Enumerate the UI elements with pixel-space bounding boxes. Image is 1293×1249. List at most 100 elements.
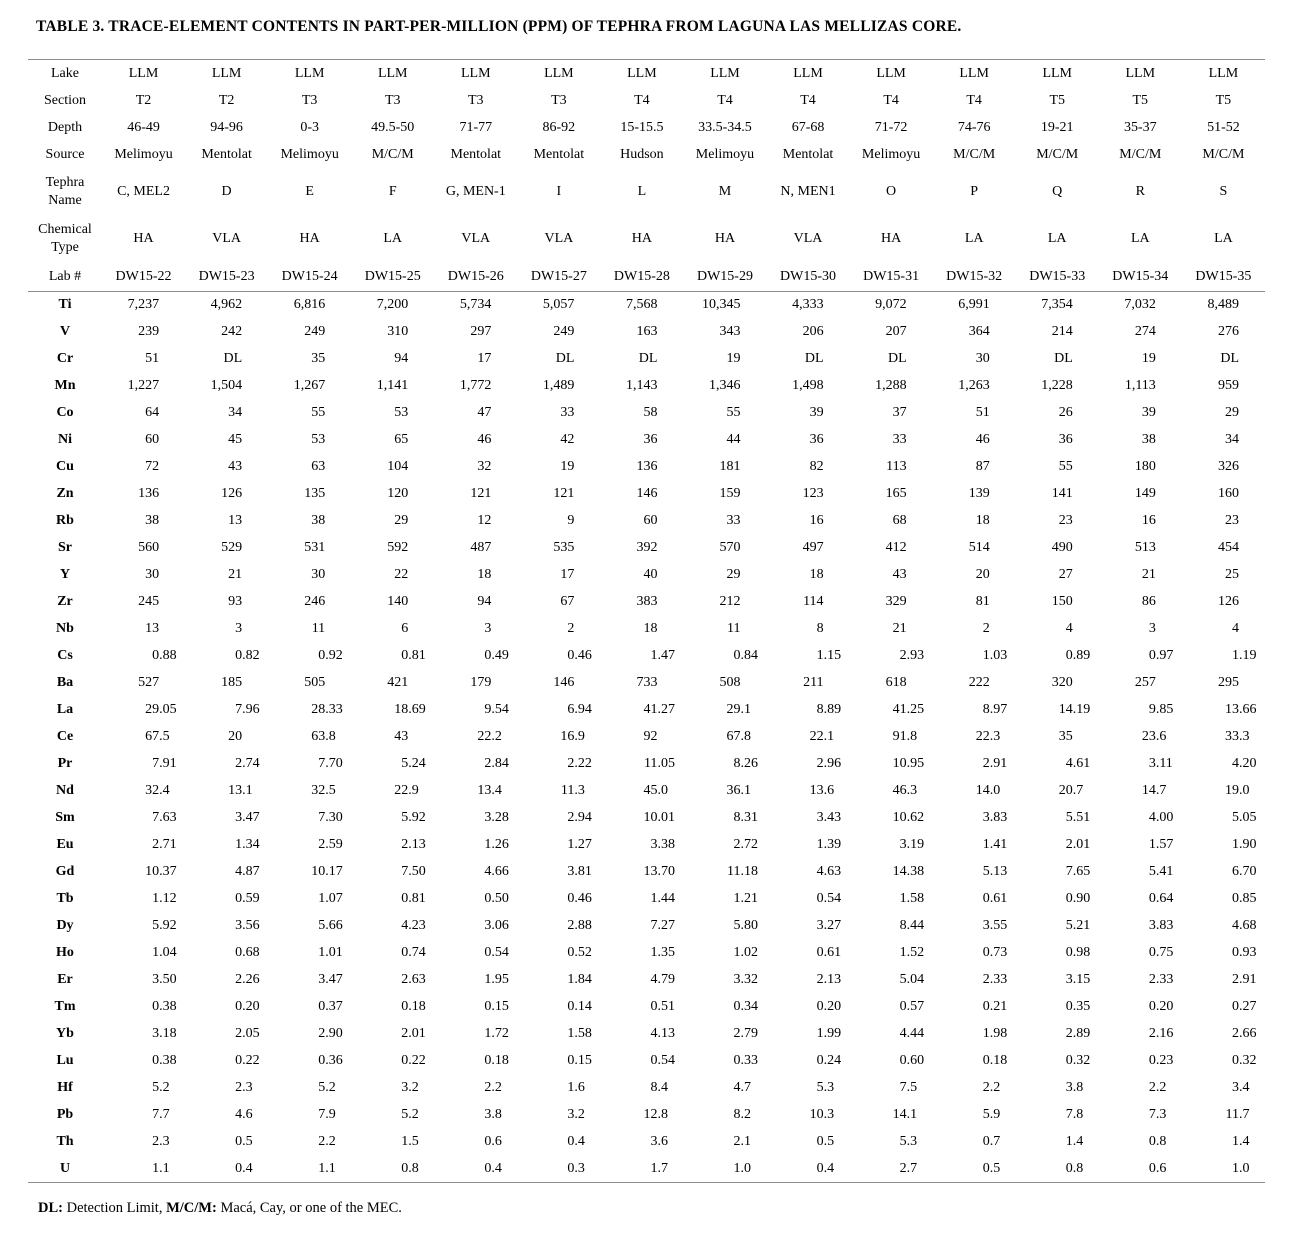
value-cell: 592 xyxy=(351,534,434,561)
value-cell: 120 xyxy=(351,480,434,507)
value-fraction-part: .32 xyxy=(740,971,759,987)
value-integer-part: 123 xyxy=(802,485,824,501)
value-integer-part: 29 xyxy=(726,701,741,717)
value-integer-part: 1 xyxy=(650,890,658,906)
value-cell: 1.4 xyxy=(1182,1128,1265,1155)
value-integer-part: 2 xyxy=(1065,836,1073,852)
value-cell: 0.15 xyxy=(517,1047,600,1074)
value-cell: 47 xyxy=(434,399,517,426)
value-cell: 0.90 xyxy=(1016,885,1099,912)
value-cell: 0.20 xyxy=(185,993,268,1020)
element-label: Tm xyxy=(54,998,76,1014)
value-integer-part: 5 xyxy=(982,863,990,879)
value-integer-part: 7,354 xyxy=(1041,296,1073,312)
value-fraction-part: .3 xyxy=(159,1133,170,1149)
value-integer-part: 1,346 xyxy=(709,377,741,393)
value-cell: 38 xyxy=(102,507,185,534)
value-cell: 20.7 xyxy=(1016,777,1099,804)
value-cell: 19 xyxy=(683,345,766,372)
value-fraction-part: .8 xyxy=(740,728,752,744)
value-integer-part: 146 xyxy=(553,674,575,690)
value-cell: 297 xyxy=(434,318,517,345)
value-fraction-part: .84 xyxy=(740,647,759,663)
value-cell: 2.05 xyxy=(185,1020,268,1047)
value-fraction-part: .70 xyxy=(657,863,675,879)
value-fraction-part: .20 xyxy=(823,998,842,1014)
value-integer-part: 7 xyxy=(152,755,160,771)
value-cell: 38 xyxy=(268,507,351,534)
value-cell: 211 xyxy=(767,669,850,696)
value-cell: 55 xyxy=(268,399,351,426)
value-cell: 0.46 xyxy=(517,885,600,912)
value-fraction-part: .32 xyxy=(1072,1052,1091,1068)
value-cell: 3.47 xyxy=(185,804,268,831)
value-cell: 34 xyxy=(185,399,268,426)
value-integer-part: 33 xyxy=(726,512,741,528)
value-cell: 40 xyxy=(600,561,683,588)
value-integer-part: 5 xyxy=(318,917,326,933)
value-integer-part: 0 xyxy=(318,998,326,1014)
value-cell: 1.95 xyxy=(434,966,517,993)
table-header: Lake LLM LLM LLM LLM LLM LLM LLM LLM LLM LLM LLM LLM… xyxy=(28,60,1265,292)
value-integer-part: 114 xyxy=(803,593,824,609)
value-cell: 7.50 xyxy=(351,858,434,885)
value-fraction-part: .72 xyxy=(491,1025,509,1041)
header-value: LA xyxy=(1214,230,1233,246)
value-fraction-part: .4 xyxy=(491,1160,502,1176)
value-cell: 2.72 xyxy=(683,831,766,858)
value-cell: 0.93 xyxy=(1182,939,1265,966)
header-value: LLM xyxy=(627,65,657,81)
value-cell: 14.1 xyxy=(850,1101,933,1128)
value-fraction-part: .38 xyxy=(657,836,675,852)
value-cell: 5.2 xyxy=(102,1074,185,1101)
value-fraction-part: .83 xyxy=(989,809,1008,825)
value-integer-part: 8 xyxy=(733,809,741,825)
value-cell: 121 xyxy=(517,480,600,507)
value-cell: 1.57 xyxy=(1099,831,1182,858)
value-cell: 27 xyxy=(1016,561,1099,588)
header-value: T5 xyxy=(1215,92,1232,108)
value-integer-part: 1 xyxy=(1232,647,1239,663)
value-fraction-part: .44 xyxy=(906,1025,925,1041)
value-cell: 1.0 xyxy=(683,1155,766,1182)
value-integer-part: 94 xyxy=(394,350,409,366)
table-row: Pb 7.7 4.6 7.9 5.2 3.8 3.2 12.8 8.2 10.3 14.1 5.9 7.… xyxy=(28,1101,1265,1128)
value-fraction-part: .81 xyxy=(408,890,426,906)
value-integer-part: 0 xyxy=(1065,1160,1073,1176)
value-integer-part: 2 xyxy=(401,836,409,852)
value-integer-part: DL xyxy=(638,350,658,366)
value-integer-part: 7,237 xyxy=(127,296,160,312)
value-integer-part: 1,489 xyxy=(542,377,575,393)
value-integer-part: 29 xyxy=(145,701,160,717)
value-integer-part: 1 xyxy=(567,971,575,987)
value-cell: 0.4 xyxy=(434,1155,517,1182)
header-value: VLA xyxy=(793,230,823,246)
element-label: Gd xyxy=(55,863,75,879)
value-integer-part: 1 xyxy=(982,836,990,852)
value-integer-part: 2 xyxy=(733,1025,741,1041)
element-label: Lu xyxy=(56,1052,74,1068)
value-fraction-part: .22 xyxy=(242,1052,260,1068)
value-integer-part: 5 xyxy=(318,1079,326,1095)
value-integer-part: 0 xyxy=(152,998,160,1014)
value-cell: 46 xyxy=(933,426,1016,453)
value-cell: 1.39 xyxy=(767,831,850,858)
header-value: T3 xyxy=(384,92,401,108)
value-integer-part: 592 xyxy=(387,539,409,555)
value-fraction-part: .39 xyxy=(823,836,842,852)
value-fraction-part: .5 xyxy=(906,1079,918,1095)
value-integer-part: 10 xyxy=(892,755,907,771)
value-cell: 33 xyxy=(850,426,933,453)
header-value: R xyxy=(1135,183,1145,199)
value-cell: 0.61 xyxy=(767,939,850,966)
value-integer-part: 0 xyxy=(484,1160,492,1176)
value-fraction-part: .91 xyxy=(989,755,1008,771)
value-integer-part: 10,345 xyxy=(702,296,741,312)
value-cell: 412 xyxy=(850,534,933,561)
value-integer-part: 0 xyxy=(899,1052,907,1068)
value-integer-part: 5 xyxy=(401,1106,409,1122)
value-fraction-part: .06 xyxy=(491,917,509,933)
value-cell: 1.1 xyxy=(268,1155,351,1182)
value-integer-part: 0 xyxy=(1065,890,1073,906)
value-fraction-part: .84 xyxy=(574,971,592,987)
